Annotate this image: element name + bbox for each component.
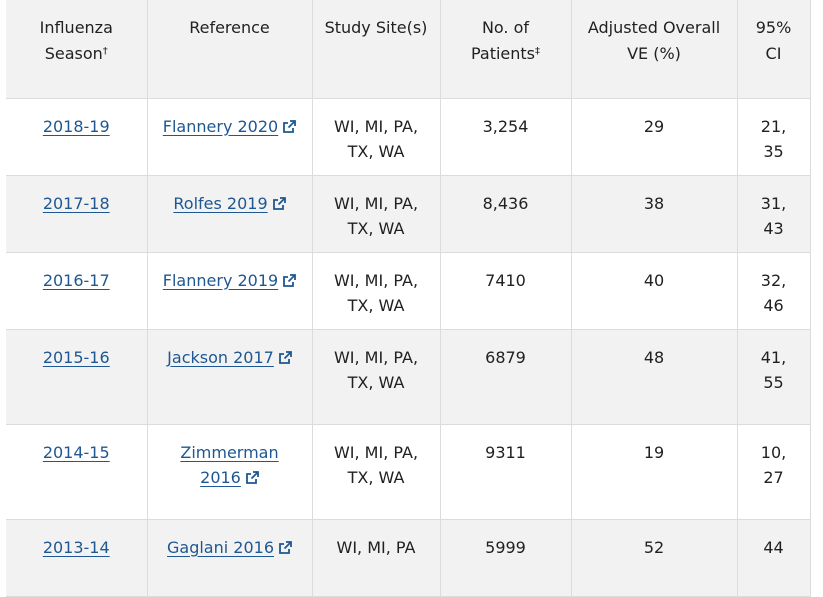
cell-ve: 40 [570, 252, 738, 330]
cell-reference: Jackson 2017 [146, 329, 313, 425]
reference-link[interactable]: Flannery 2019 [162, 270, 297, 290]
season-link[interactable]: 2013-14 [42, 537, 110, 557]
external-link-icon [282, 270, 297, 296]
table-row: 2016-17 Flannery 2019 WI, MI, PA, TX, WA 74… [6, 252, 811, 330]
header-ci: 95% CI [736, 0, 811, 99]
cell-patients: 6879 [439, 329, 572, 425]
table-body: 2018-19 Flannery 2020 WI, MI, PA, TX, WA 3,… [6, 98, 811, 597]
cell-sites: WI, MI, PA, TX, WA [311, 424, 441, 520]
season-link[interactable]: 2017-18 [42, 193, 110, 213]
season-footnote-mark: † [102, 45, 108, 57]
reference-link[interactable]: Flannery 2020 [162, 116, 297, 136]
season-link[interactable]: 2018-19 [42, 116, 110, 136]
season-link[interactable]: 2016-17 [42, 270, 110, 290]
reference-link[interactable]: Gaglani 2016 [167, 538, 292, 557]
cell-ve: 38 [570, 175, 738, 253]
season-link[interactable]: 2014-15 [42, 442, 110, 462]
vaccine-effectiveness-table-wrapper: Influenza Season† Reference Study Site(s… [6, 0, 811, 597]
reference-link-text: Gaglani 2016 [167, 537, 274, 557]
season-link[interactable]: 2015-16 [42, 347, 110, 367]
cell-ve: 52 [570, 519, 738, 597]
patients-footnote-mark: ‡ [535, 45, 541, 57]
external-link-icon [278, 347, 292, 373]
external-link-icon [245, 467, 259, 493]
cell-sites: WI, MI, PA, TX, WA [311, 175, 441, 253]
cell-ve: 29 [570, 98, 738, 176]
cell-patients: 9311 [439, 424, 572, 520]
cell-sites: WI, MI, PA, TX, WA [311, 252, 441, 330]
cell-sites: WI, MI, PA [311, 519, 441, 597]
table-row: 2018-19 Flannery 2020 WI, MI, PA, TX, WA 3,… [6, 98, 811, 176]
table-row: 2017-18 Rolfes 2019 WI, MI, PA, TX, WA 8,43… [6, 175, 811, 253]
table-header: Influenza Season† Reference Study Site(s… [6, 0, 811, 99]
header-season-label: Influenza Season [39, 18, 113, 63]
cell-patients: 8,436 [439, 175, 572, 253]
header-season: Influenza Season† [6, 0, 148, 99]
cell-reference: Gaglani 2016 [146, 519, 313, 597]
cell-season: 2014-15 [6, 424, 148, 520]
cell-ve: 48 [570, 329, 738, 425]
reference-link[interactable]: Rolfes 2019 [173, 193, 286, 213]
header-row: Influenza Season† Reference Study Site(s… [6, 0, 811, 99]
table-row: 2015-16 Jackson 2017 WI, MI, PA, TX, WA 687… [6, 329, 811, 425]
cell-season: 2016-17 [6, 252, 148, 330]
header-reference: Reference [146, 0, 313, 99]
cell-sites: WI, MI, PA, TX, WA [311, 329, 441, 425]
external-link-icon [278, 537, 292, 563]
cell-patients: 7410 [439, 252, 572, 330]
external-link-icon [282, 116, 297, 142]
cell-ci: 32, 46 [736, 252, 811, 330]
cell-ci: 31, 43 [736, 175, 811, 253]
cell-ci: 21, 35 [736, 98, 811, 176]
cell-ve: 19 [570, 424, 738, 520]
cell-reference: Rolfes 2019 [146, 175, 313, 253]
cell-ci: 10, 27 [736, 424, 811, 520]
cell-sites: WI, MI, PA, TX, WA [311, 98, 441, 176]
header-sites: Study Site(s) [311, 0, 441, 99]
cell-season: 2018-19 [6, 98, 148, 176]
cell-ci: 41, 55 [736, 329, 811, 425]
reference-link-text: Jackson 2017 [167, 347, 274, 367]
reference-link-text: Zimmerman 2016 [180, 442, 279, 488]
external-link-icon [272, 193, 286, 219]
reference-link-text: Flannery 2019 [162, 270, 279, 290]
cell-reference: Flannery 2020 [146, 98, 313, 176]
header-patients-label: No. of Patients [470, 18, 536, 63]
reference-link-text: Rolfes 2019 [173, 193, 268, 213]
reference-link[interactable]: Jackson 2017 [167, 348, 292, 367]
header-ve: Adjusted Overall VE (%) [570, 0, 738, 99]
cell-patients: 3,254 [439, 98, 572, 176]
reference-link[interactable]: Zimmerman 2016 [180, 443, 278, 488]
cell-season: 2017-18 [6, 175, 148, 253]
table-row: 2013-14 Gaglani 2016 WI, MI, PA 5999 52 44 [6, 519, 811, 597]
cell-season: 2013-14 [6, 519, 148, 597]
cell-season: 2015-16 [6, 329, 148, 425]
header-patients: No. of Patients‡ [439, 0, 572, 99]
cell-ci: 44 [736, 519, 811, 597]
cell-reference: Flannery 2019 [146, 252, 313, 330]
table-row: 2014-15 Zimmerman 2016 WI, MI, PA, TX, WA 9… [6, 424, 811, 520]
cell-patients: 5999 [439, 519, 572, 597]
vaccine-effectiveness-table: Influenza Season† Reference Study Site(s… [6, 0, 811, 597]
cell-reference: Zimmerman 2016 [146, 424, 313, 520]
reference-link-text: Flannery 2020 [162, 116, 279, 136]
